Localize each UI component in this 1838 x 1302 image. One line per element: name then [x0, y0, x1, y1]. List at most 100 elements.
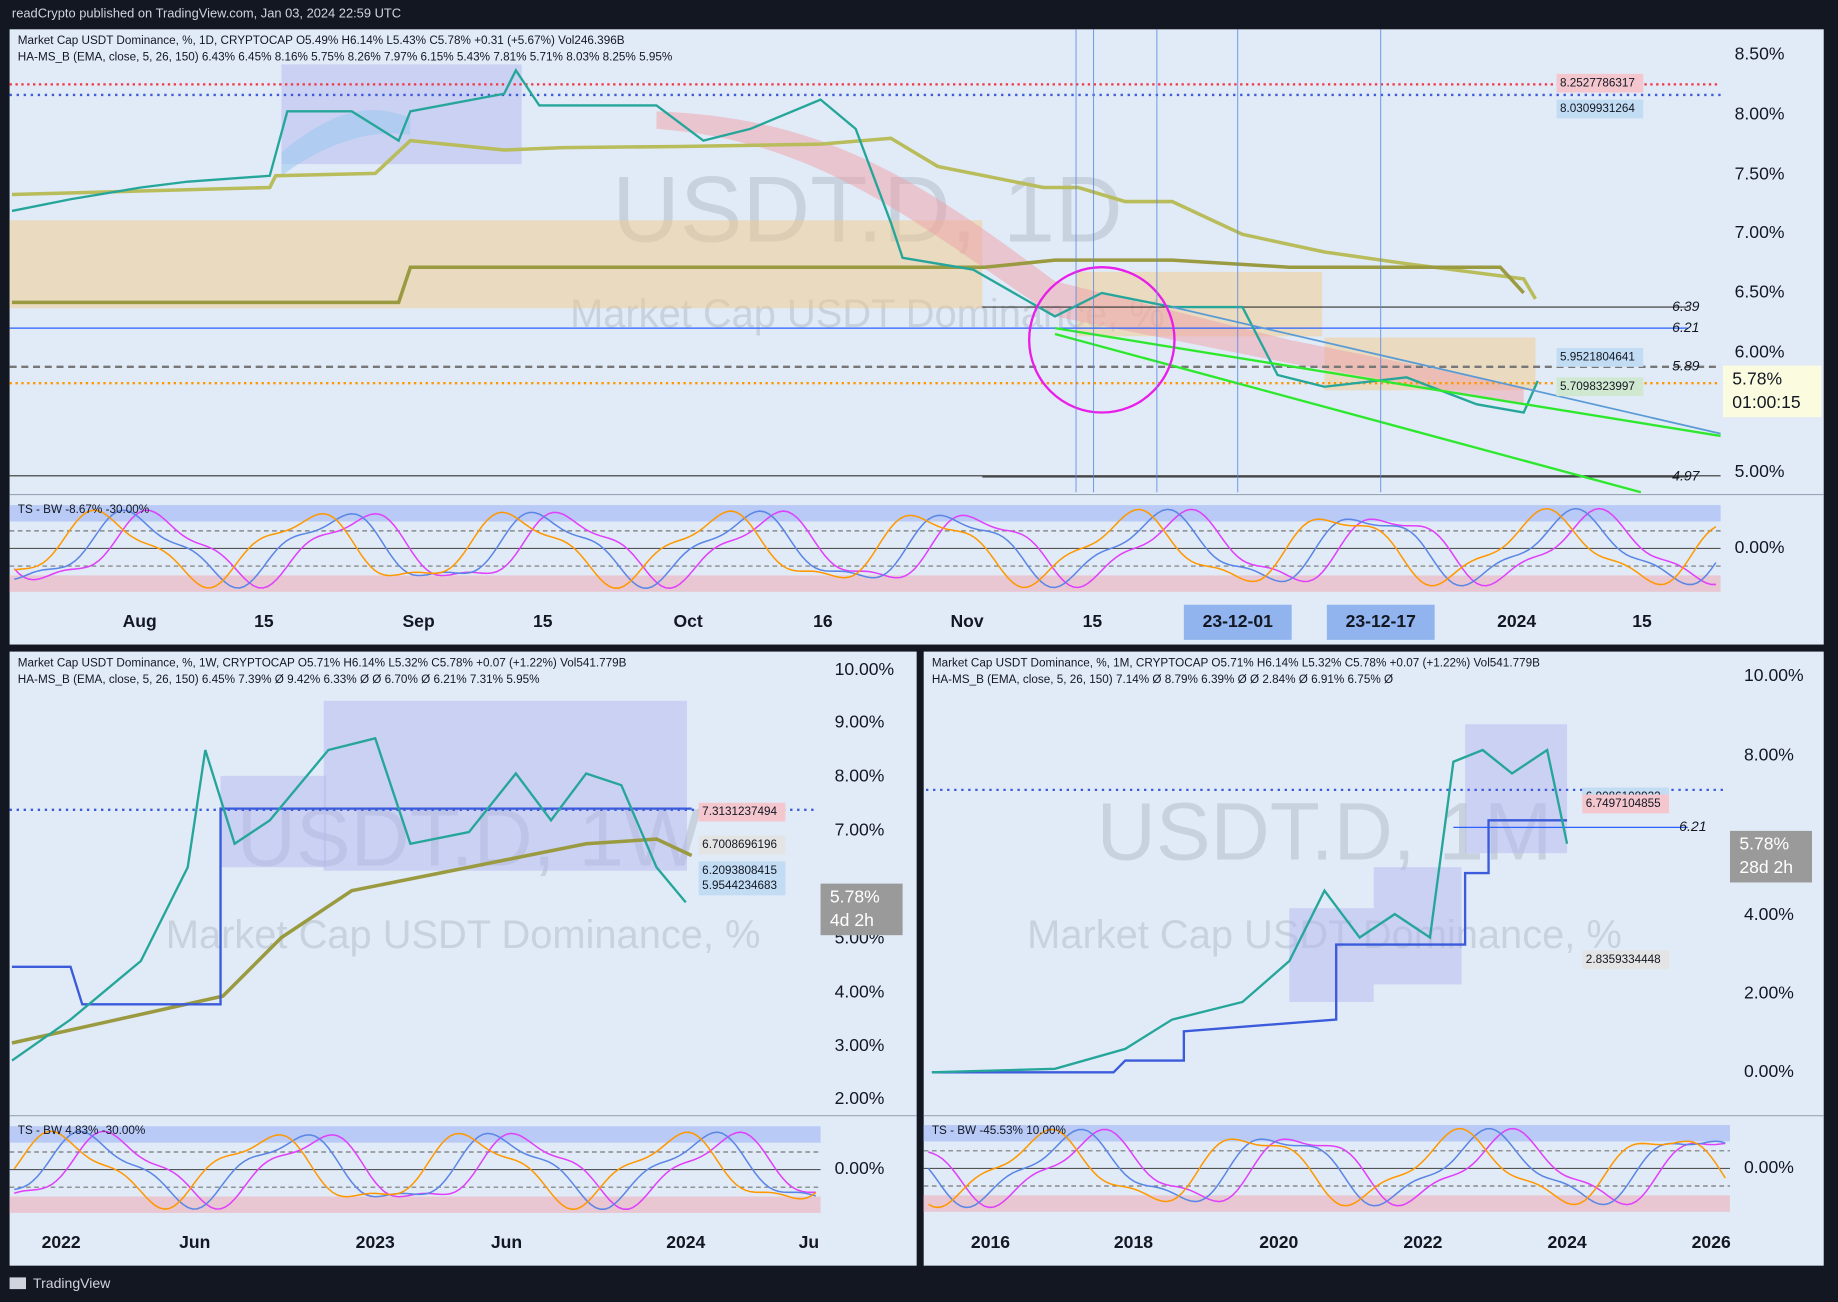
line-label: 6.21: [1672, 319, 1699, 335]
legend-line: Market Cap USDT Dominance, %, 1W, CRYPTO…: [18, 656, 627, 669]
oscillator-line: [14, 1130, 817, 1210]
baseline: [11, 837, 693, 1045]
x-tick-label: 15: [1083, 611, 1103, 631]
trend-line: [1171, 306, 1721, 435]
x-tick-label: 2024: [1497, 611, 1536, 631]
oscillator-line: [928, 1127, 1726, 1209]
y-tick-label: 8.50%: [1735, 44, 1785, 64]
price-label: 6.7008696196: [702, 838, 777, 851]
ha-line: [11, 807, 692, 1006]
y-tick-label: 6.00%: [1735, 341, 1785, 361]
y-tick-label: 7.00%: [835, 820, 885, 840]
y-tick-label: 10.00%: [1744, 665, 1804, 685]
watermark-subtitle: Market Cap USDT Dominance, %: [166, 913, 761, 957]
x-tick-label: 15: [254, 611, 274, 631]
logo: [9, 1277, 26, 1290]
oscillator-line: [14, 507, 1717, 589]
y-tick-label: 4.00%: [1744, 904, 1794, 924]
y-tick-label: 7.00%: [1735, 222, 1785, 242]
line-label: 6.39: [1672, 298, 1700, 314]
x-tick-label: Jun: [179, 1232, 210, 1252]
current-countdown: 4d 2h: [830, 910, 874, 930]
x-tick-label: Aug: [123, 611, 157, 631]
header: readCrypto published on TradingView.com,…: [12, 5, 401, 20]
ichimoku-band: [9, 220, 983, 309]
price: [931, 748, 1569, 1074]
osc-band: [9, 575, 1721, 592]
y-tick-label: 9.00%: [835, 712, 885, 732]
x-tick-label: Sep: [402, 611, 434, 631]
current-price: 5.78%: [830, 886, 880, 906]
x-tick-label: Oct: [673, 611, 702, 631]
footer: TradingView: [33, 1275, 111, 1291]
trend-line: [1054, 332, 1642, 494]
legend-line: Market Cap USDT Dominance, %, 1D, CRYPTO…: [18, 34, 625, 47]
current-countdown: 28d 2h: [1739, 857, 1793, 877]
highlight-circle: [1027, 266, 1176, 414]
osc-legend: TS - BW -8.67% -30.00%: [18, 503, 149, 516]
price-label-box: [1556, 377, 1644, 397]
y-tick-label: 7.50%: [1735, 163, 1785, 183]
ha-line: [931, 819, 1568, 1074]
oscillator-line: [928, 1127, 1726, 1209]
x-tick-label: 2016: [971, 1232, 1010, 1252]
y-tick-label: 2.00%: [835, 1088, 885, 1108]
x-tick-label: 2018: [1114, 1232, 1153, 1252]
osc-band: [9, 1196, 821, 1213]
x-tick-label: Nov: [950, 611, 983, 631]
current-price-box: [1722, 365, 1822, 418]
price-label-box: [698, 876, 786, 896]
current-price: 5.78%: [1739, 834, 1789, 854]
y-tick-label: 5.00%: [1735, 461, 1785, 481]
current-countdown: 01:00:15: [1732, 392, 1801, 412]
price-label-box: [1556, 73, 1644, 93]
x-tick-label: 23-12-17: [1346, 611, 1416, 631]
range-box: [1373, 867, 1462, 985]
price: [11, 736, 687, 1062]
date-highlight: [1183, 604, 1292, 640]
current-price-box: [820, 883, 903, 936]
price-label: 7.3131237494: [702, 805, 777, 818]
y-tick-label: 3.00%: [835, 1035, 885, 1055]
price-label-box: [1556, 99, 1644, 119]
y-tick-label: 4.00%: [835, 981, 885, 1001]
x-tick-label: Ju: [799, 1232, 820, 1252]
price-label: 5.7098323997: [1560, 380, 1635, 393]
price-label: 6.2093808415: [702, 864, 777, 877]
osc-band: [9, 505, 1721, 522]
legend-line: HA-MS_B (EMA, close, 5, 26, 150) 6.43% 6…: [18, 51, 672, 64]
y-tick-label: 6.50%: [1735, 282, 1785, 302]
cloud: [656, 111, 1524, 405]
price-label: 8.2527786317: [1560, 76, 1635, 89]
range-box: [1289, 908, 1374, 1002]
price-label: 5.9521804641: [1560, 351, 1635, 364]
price-label-box: [1582, 950, 1670, 970]
x-tick-label: 2022: [1403, 1232, 1442, 1252]
line-label: 4.97: [1672, 468, 1701, 484]
x-tick-label: 2024: [1548, 1232, 1587, 1252]
kijun: [11, 258, 1526, 305]
price-label-box: [698, 861, 786, 881]
x-tick-label: Jun: [491, 1232, 522, 1252]
x-tick-label: 23-12-01: [1203, 611, 1274, 631]
price-label-box: [1556, 348, 1644, 367]
price-label-box: [698, 835, 786, 855]
date-highlight: [1326, 604, 1435, 640]
osc-band: [923, 1195, 1730, 1212]
osc-legend: TS - BW 4.83% -30.00%: [18, 1124, 145, 1137]
x-tick-label: 2024: [666, 1232, 705, 1252]
x-tick-label: 16: [813, 611, 833, 631]
range-box: [1465, 724, 1568, 854]
osc-band: [9, 1126, 821, 1143]
line-label: 6.21: [1679, 818, 1706, 834]
y-tick-label: 2.00%: [1744, 982, 1794, 1002]
oscillator-line: [13, 1130, 817, 1211]
osc-tick-label: 0.00%: [835, 1158, 885, 1178]
range-box: [220, 775, 327, 868]
x-tick-label: 2026: [1692, 1232, 1731, 1252]
osc-tick-label: 0.00%: [1744, 1157, 1794, 1177]
y-tick-label: 8.00%: [1735, 103, 1785, 123]
current-price: 5.78%: [1732, 368, 1782, 388]
osc-legend: TS - BW -45.53% 10.00%: [932, 1124, 1066, 1137]
